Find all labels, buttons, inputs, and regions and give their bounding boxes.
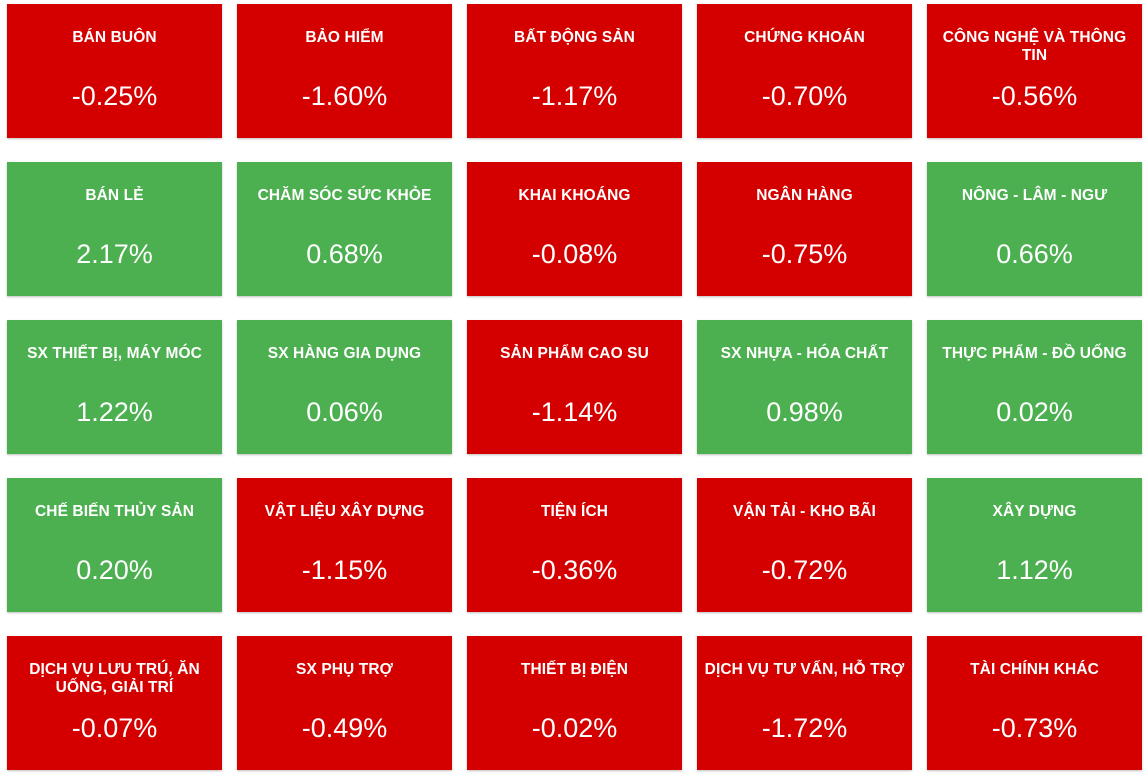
sector-change-value: -0.25% bbox=[71, 81, 158, 111]
sector-name: CHẾ BIẾN THỦY SẢN bbox=[34, 503, 195, 520]
sector-tile[interactable]: SX HÀNG GIA DỤNG 0.06% bbox=[237, 320, 452, 454]
sector-name: SX PHỤ TRỢ bbox=[296, 661, 393, 678]
sector-change-value: 2.17% bbox=[76, 239, 153, 269]
sector-tile[interactable]: TIỆN ÍCH -0.36% bbox=[467, 478, 682, 612]
sector-change-value: -0.36% bbox=[531, 555, 618, 585]
sector-change-value: -0.02% bbox=[531, 713, 618, 743]
sector-name: SẢN PHẨM CAO SU bbox=[500, 345, 649, 362]
sector-change-value: -0.72% bbox=[761, 555, 848, 585]
sector-name: XÂY DỰNG bbox=[992, 503, 1077, 520]
sector-tile[interactable]: CHĂM SÓC SỨC KHỎE 0.68% bbox=[237, 162, 452, 296]
sector-tile[interactable]: BẢO HIỂM -1.60% bbox=[237, 4, 452, 138]
sector-change-value: -0.56% bbox=[991, 81, 1078, 111]
sector-change-value: -1.15% bbox=[301, 555, 388, 585]
sector-name: CÔNG NGHỆ VÀ THÔNG TIN bbox=[942, 29, 1127, 64]
sector-tile[interactable]: KHAI KHOÁNG -0.08% bbox=[467, 162, 682, 296]
sector-change-value: -1.14% bbox=[531, 397, 618, 427]
sector-name: BẢO HIỂM bbox=[305, 29, 384, 46]
sector-name: DỊCH VỤ TƯ VẤN, HỖ TRỢ bbox=[704, 661, 905, 678]
sector-tile[interactable]: SX PHỤ TRỢ -0.49% bbox=[237, 636, 452, 770]
sector-tile[interactable]: BẤT ĐỘNG SẢN -1.17% bbox=[467, 4, 682, 138]
sector-change-value: -0.70% bbox=[761, 81, 848, 111]
sector-change-value: 0.20% bbox=[76, 555, 153, 585]
sector-name: VẬT LIỆU XÂY DỰNG bbox=[264, 503, 425, 520]
sector-change-value: 1.22% bbox=[76, 397, 153, 427]
sector-tile[interactable]: NGÂN HÀNG -0.75% bbox=[697, 162, 912, 296]
sector-name: KHAI KHOÁNG bbox=[518, 187, 631, 204]
sector-name: VẬN TẢI - KHO BÃI bbox=[733, 503, 876, 520]
sector-change-value: 0.98% bbox=[766, 397, 843, 427]
sector-tile[interactable]: XÂY DỰNG 1.12% bbox=[927, 478, 1142, 612]
sector-name: CHỨNG KHOÁN bbox=[744, 29, 865, 46]
sector-change-value: -0.75% bbox=[761, 239, 848, 269]
sector-change-value: -0.07% bbox=[71, 713, 158, 743]
sector-change-value: -1.60% bbox=[301, 81, 388, 111]
sector-change-value: 1.12% bbox=[996, 555, 1073, 585]
sector-name: DỊCH VỤ LƯU TRÚ, ĂN UỐNG, GIẢI TRÍ bbox=[29, 661, 200, 696]
sector-tile[interactable]: DỊCH VỤ TƯ VẤN, HỖ TRỢ -1.72% bbox=[697, 636, 912, 770]
sector-name: BẤT ĐỘNG SẢN bbox=[514, 29, 635, 46]
sector-tile[interactable]: SX THIẾT BỊ, MÁY MÓC 1.22% bbox=[7, 320, 222, 454]
sector-tile[interactable]: TÀI CHÍNH KHÁC -0.73% bbox=[927, 636, 1142, 770]
sector-change-value: 0.68% bbox=[306, 239, 383, 269]
sector-name: THỰC PHẨM - ĐỒ UỐNG bbox=[942, 345, 1127, 362]
sector-name: BÁN BUÔN bbox=[72, 29, 157, 46]
sector-tile[interactable]: CHỨNG KHOÁN -0.70% bbox=[697, 4, 912, 138]
sector-tile[interactable]: CHẾ BIẾN THỦY SẢN 0.20% bbox=[7, 478, 222, 612]
sector-name: SX HÀNG GIA DỤNG bbox=[267, 345, 422, 362]
sector-tile[interactable]: SX NHỰA - HÓA CHẤT 0.98% bbox=[697, 320, 912, 454]
sector-change-value: 0.06% bbox=[306, 397, 383, 427]
sector-name: TIỆN ÍCH bbox=[540, 503, 609, 520]
sector-change-value: -0.08% bbox=[531, 239, 618, 269]
sector-name: NÔNG - LÂM - NGƯ bbox=[961, 187, 1108, 204]
sector-tile[interactable]: CÔNG NGHỆ VÀ THÔNG TIN -0.56% bbox=[927, 4, 1142, 138]
sector-tile[interactable]: BÁN BUÔN -0.25% bbox=[7, 4, 222, 138]
sector-tile[interactable]: SẢN PHẨM CAO SU -1.14% bbox=[467, 320, 682, 454]
sector-name: CHĂM SÓC SỨC KHỎE bbox=[257, 187, 432, 204]
sector-change-value: -0.73% bbox=[991, 713, 1078, 743]
sector-heatmap-grid: BÁN BUÔN -0.25% BẢO HIỂM -1.60% BẤT ĐỘNG SẢN… bbox=[7, 4, 1142, 770]
sector-change-value: -0.49% bbox=[301, 713, 388, 743]
sector-name: NGÂN HÀNG bbox=[756, 187, 853, 204]
sector-change-value: 0.02% bbox=[996, 397, 1073, 427]
sector-tile[interactable]: THỰC PHẨM - ĐỒ UỐNG 0.02% bbox=[927, 320, 1142, 454]
sector-tile[interactable]: THIẾT BỊ ĐIỆN -0.02% bbox=[467, 636, 682, 770]
sector-change-value: -1.17% bbox=[531, 81, 618, 111]
sector-tile[interactable]: VẬT LIỆU XÂY DỰNG -1.15% bbox=[237, 478, 452, 612]
sector-tile[interactable]: NÔNG - LÂM - NGƯ 0.66% bbox=[927, 162, 1142, 296]
sector-tile[interactable]: BÁN LẺ 2.17% bbox=[7, 162, 222, 296]
sector-change-value: -1.72% bbox=[761, 713, 848, 743]
sector-name: THIẾT BỊ ĐIỆN bbox=[520, 661, 629, 678]
sector-tile[interactable]: DỊCH VỤ LƯU TRÚ, ĂN UỐNG, GIẢI TRÍ -0.07% bbox=[7, 636, 222, 770]
sector-change-value: 0.66% bbox=[996, 239, 1073, 269]
sector-name: BÁN LẺ bbox=[85, 187, 144, 204]
sector-name: TÀI CHÍNH KHÁC bbox=[970, 661, 1099, 678]
sector-name: SX THIẾT BỊ, MÁY MÓC bbox=[27, 345, 202, 362]
sector-name: SX NHỰA - HÓA CHẤT bbox=[720, 345, 889, 362]
sector-tile[interactable]: VẬN TẢI - KHO BÃI -0.72% bbox=[697, 478, 912, 612]
